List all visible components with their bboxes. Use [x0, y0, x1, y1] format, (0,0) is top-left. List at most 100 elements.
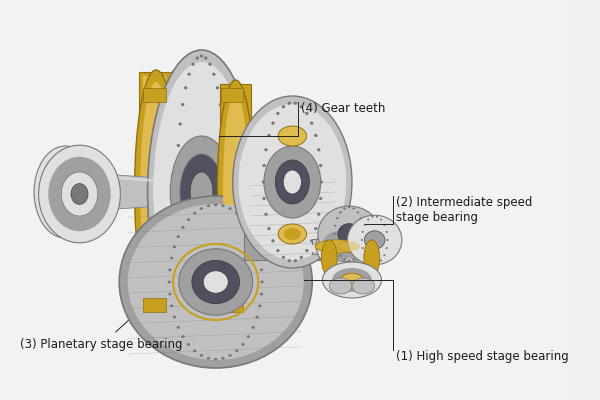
- Ellipse shape: [215, 86, 219, 90]
- Ellipse shape: [362, 233, 365, 235]
- Ellipse shape: [204, 56, 208, 60]
- Ellipse shape: [145, 64, 230, 320]
- Ellipse shape: [178, 122, 182, 126]
- Ellipse shape: [184, 139, 189, 142]
- Ellipse shape: [177, 166, 182, 170]
- Ellipse shape: [148, 50, 256, 334]
- Polygon shape: [51, 171, 153, 182]
- Ellipse shape: [305, 249, 308, 252]
- Ellipse shape: [168, 293, 172, 296]
- Ellipse shape: [210, 171, 214, 174]
- Ellipse shape: [214, 358, 217, 361]
- Ellipse shape: [182, 137, 187, 140]
- Ellipse shape: [204, 324, 208, 328]
- Ellipse shape: [184, 242, 189, 245]
- Ellipse shape: [38, 145, 121, 243]
- Ellipse shape: [229, 207, 232, 210]
- Ellipse shape: [187, 214, 192, 218]
- Bar: [244, 140, 341, 260]
- Ellipse shape: [203, 181, 217, 203]
- Ellipse shape: [212, 205, 216, 208]
- Ellipse shape: [34, 146, 97, 238]
- Ellipse shape: [235, 349, 238, 352]
- Text: (4) Gear teeth: (4) Gear teeth: [301, 102, 385, 115]
- Ellipse shape: [187, 73, 191, 76]
- Ellipse shape: [314, 134, 317, 137]
- Ellipse shape: [260, 281, 264, 283]
- Ellipse shape: [343, 258, 346, 260]
- Ellipse shape: [180, 154, 223, 230]
- Ellipse shape: [359, 249, 362, 251]
- Ellipse shape: [214, 203, 217, 206]
- Ellipse shape: [208, 169, 212, 172]
- Ellipse shape: [293, 102, 297, 105]
- Ellipse shape: [170, 136, 233, 248]
- Ellipse shape: [41, 157, 89, 227]
- Ellipse shape: [271, 239, 275, 242]
- Ellipse shape: [371, 262, 374, 264]
- Ellipse shape: [299, 256, 303, 259]
- Ellipse shape: [200, 326, 203, 330]
- Ellipse shape: [196, 56, 199, 60]
- Ellipse shape: [210, 210, 214, 213]
- Ellipse shape: [322, 231, 353, 262]
- Ellipse shape: [315, 240, 361, 253]
- Ellipse shape: [380, 218, 382, 220]
- Ellipse shape: [383, 254, 386, 256]
- Ellipse shape: [329, 278, 352, 294]
- Ellipse shape: [251, 326, 255, 329]
- Ellipse shape: [196, 170, 224, 214]
- Ellipse shape: [251, 235, 255, 238]
- Ellipse shape: [380, 260, 382, 262]
- Ellipse shape: [207, 204, 210, 207]
- Ellipse shape: [170, 138, 199, 182]
- Ellipse shape: [356, 211, 359, 213]
- Ellipse shape: [322, 240, 337, 276]
- Ellipse shape: [247, 226, 250, 229]
- Ellipse shape: [178, 213, 191, 235]
- Ellipse shape: [260, 293, 263, 296]
- Ellipse shape: [178, 149, 191, 171]
- Ellipse shape: [223, 237, 226, 240]
- Ellipse shape: [217, 80, 254, 296]
- Ellipse shape: [282, 105, 285, 108]
- Ellipse shape: [186, 144, 191, 147]
- Ellipse shape: [223, 92, 248, 284]
- Ellipse shape: [119, 196, 312, 368]
- Ellipse shape: [173, 246, 176, 248]
- Ellipse shape: [177, 150, 182, 154]
- Ellipse shape: [186, 237, 191, 240]
- Ellipse shape: [170, 304, 173, 307]
- Ellipse shape: [224, 190, 228, 194]
- Ellipse shape: [173, 316, 176, 318]
- Ellipse shape: [287, 102, 291, 105]
- Ellipse shape: [262, 164, 266, 167]
- Ellipse shape: [287, 259, 291, 262]
- Ellipse shape: [256, 246, 259, 248]
- Ellipse shape: [310, 239, 313, 242]
- Ellipse shape: [184, 203, 189, 206]
- Ellipse shape: [187, 308, 191, 311]
- Ellipse shape: [178, 208, 183, 211]
- Ellipse shape: [247, 335, 250, 338]
- Ellipse shape: [334, 241, 337, 243]
- Ellipse shape: [187, 343, 190, 346]
- Ellipse shape: [241, 343, 245, 346]
- Ellipse shape: [235, 212, 238, 215]
- Ellipse shape: [299, 105, 303, 108]
- Ellipse shape: [212, 308, 215, 311]
- Ellipse shape: [176, 167, 179, 170]
- Bar: [143, 88, 166, 102]
- Ellipse shape: [258, 257, 262, 260]
- Ellipse shape: [293, 259, 297, 262]
- Ellipse shape: [367, 218, 370, 220]
- Ellipse shape: [319, 197, 322, 200]
- Ellipse shape: [319, 164, 322, 167]
- Ellipse shape: [191, 63, 195, 66]
- Ellipse shape: [128, 204, 304, 360]
- Ellipse shape: [61, 172, 98, 216]
- Ellipse shape: [202, 190, 207, 194]
- Ellipse shape: [181, 226, 185, 229]
- Bar: [220, 84, 251, 292]
- Ellipse shape: [322, 262, 382, 298]
